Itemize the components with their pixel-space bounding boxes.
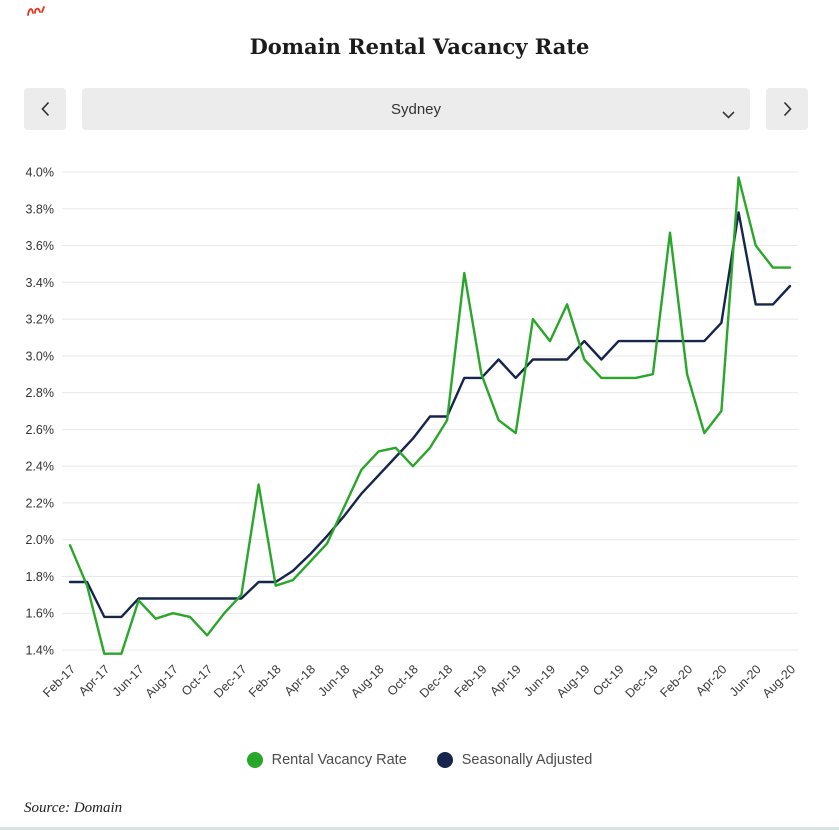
y-axis-tick-label: 2.2% — [26, 496, 55, 510]
chevron-right-icon — [783, 101, 792, 117]
y-axis-tick-label: 3.6% — [26, 239, 55, 253]
y-axis-tick-label: 2.8% — [26, 386, 55, 400]
y-axis-tick-label: 2.0% — [26, 533, 55, 547]
legend-label: Rental Vacancy Rate — [271, 752, 407, 768]
x-axis-tick-label: Jun-18 — [315, 662, 352, 699]
x-axis-tick-label: Dec-18 — [417, 662, 455, 700]
x-axis-tick-label: Aug-20 — [760, 662, 798, 700]
y-axis-tick-label: 2.4% — [26, 460, 55, 474]
x-axis-tick-label: Jun-17 — [110, 662, 147, 699]
y-axis-tick-label: 2.6% — [26, 423, 55, 437]
city-dropdown-value: Sydney — [390, 100, 442, 118]
city-selector-row: Sydney — [24, 88, 808, 130]
x-axis-tick-label: Apr-20 — [693, 662, 729, 698]
city-dropdown[interactable]: Sydney — [82, 88, 750, 130]
chart-canvas: 1.4% 1.6% 1.8% 2.0% 2.2% 2.4% 2.6% 2.8% 3.0% 3.2%… — [26, 166, 799, 701]
x-axis-tick-label: Feb-19 — [452, 662, 490, 700]
x-axis-tick-label: Oct-18 — [385, 662, 421, 698]
x-axis-tick-label: Feb-17 — [40, 662, 78, 700]
x-axis-tick-label: Apr-17 — [76, 662, 112, 698]
legend-label: Seasonally Adjusted — [461, 752, 593, 768]
x-axis-tick-label: Dec-17 — [211, 662, 249, 700]
x-axis-tick-label: Feb-20 — [657, 662, 695, 700]
y-axis-tick-label: 3.0% — [26, 349, 55, 363]
y-axis-tick-label: 1.6% — [26, 607, 55, 621]
legend-dot — [246, 752, 263, 768]
x-axis-tick-label: Aug-17 — [143, 662, 181, 700]
legend-item: Seasonally Adjusted — [436, 752, 593, 768]
page-title: Domain Rental Vacancy Rate — [249, 34, 590, 59]
x-axis-tick-label: Jun-19 — [521, 662, 558, 699]
x-axis-tick-label: Oct-17 — [179, 662, 215, 698]
y-axis-tick-label: 1.4% — [26, 644, 55, 658]
x-axis-tick-label: Feb-18 — [246, 662, 284, 700]
source-note: Source: Domain — [24, 800, 123, 816]
x-axis-tick-label: Aug-18 — [348, 662, 386, 700]
legend-item: Rental Vacancy Rate — [246, 752, 407, 768]
page-corner-mark — [26, 4, 48, 18]
legend-dot — [436, 752, 453, 768]
x-axis-tick-label: Dec-19 — [623, 662, 661, 700]
y-axis-tick-label: 3.2% — [26, 313, 55, 327]
x-axis-tick-label: Jun-20 — [727, 662, 764, 699]
y-axis-tick-label: 3.4% — [26, 276, 55, 290]
y-axis-tick-label: 4.0% — [26, 166, 55, 180]
chevron-down-icon — [722, 106, 735, 123]
vacancy-rate-chart: 1.4% 1.6% 1.8% 2.0% 2.2% 2.4% 2.6% 2.8% 3.0% 3.2%… — [0, 148, 839, 728]
prev-city-button[interactable] — [24, 88, 66, 130]
next-city-button[interactable] — [766, 88, 808, 130]
x-axis-tick-label: Aug-19 — [554, 662, 592, 700]
chart-legend: Rental Vacancy Rate Seasonally Adjusted — [0, 752, 839, 768]
series-line-rental-vacancy-rate — [68, 176, 792, 655]
y-axis-tick-label: 3.8% — [26, 202, 55, 216]
series-line-seasonally-adjusted — [68, 211, 792, 619]
chevron-left-icon — [40, 101, 49, 117]
corner-mark-stroke — [27, 6, 45, 16]
x-axis-tick-label: Oct-19 — [590, 662, 626, 698]
x-axis-tick-label: Apr-18 — [282, 662, 318, 698]
x-axis-tick-label: Apr-19 — [487, 662, 523, 698]
y-axis-tick-label: 1.8% — [26, 570, 55, 584]
